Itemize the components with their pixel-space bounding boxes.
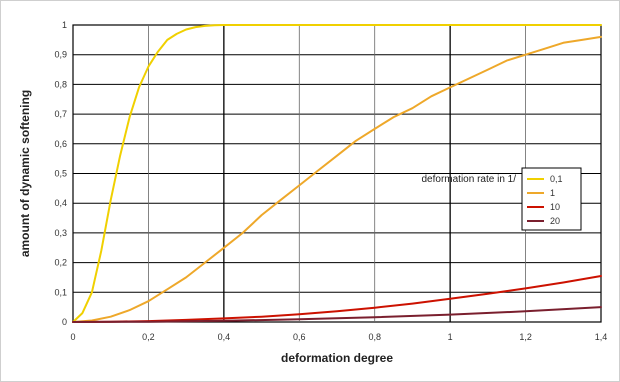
series-line-0 [72,24,602,323]
series-layer [72,24,602,323]
x-tick-label: 1,4 [595,332,608,342]
grid-lines [73,25,601,322]
x-tick-label: 0,6 [293,332,306,342]
x-axis-label: deformation degree [281,351,393,365]
series-line-3 [72,306,602,323]
legend: deformation rate in 1/ 0,1 1 10 20 [422,167,582,231]
y-axis-label: amount of dynamic softening [18,90,32,257]
x-tick-label: 1 [448,332,453,342]
legend-title: deformation rate in 1/ [422,174,517,185]
y-tick-label: 0,2 [54,258,67,268]
legend-label-2: 10 [550,202,560,212]
y-tick-label: 0,5 [54,169,67,179]
series-line-1 [72,35,602,323]
y-tick-label: 0,3 [54,228,67,238]
x-tick-label: 0 [70,332,75,342]
tick-labels: 00,10,20,30,40,50,60,70,80,910 0,2 0,4 0,6 0… [54,20,607,342]
legend-label-3: 20 [550,216,560,226]
x-tick-label: 0,4 [218,332,231,342]
x-tick-label: 1,2 [519,332,532,342]
y-tick-label: 1 [62,20,67,30]
y-tick-label: 0,4 [54,198,67,208]
y-tick-label: 0,6 [54,139,67,149]
y-tick-label: 0,9 [54,50,67,60]
legend-label-1: 1 [550,188,555,198]
legend-label-0: 0,1 [550,174,563,184]
x-tick-label: 0,8 [368,332,381,342]
y-tick-label: 0 [62,317,67,327]
y-tick-label: 0,1 [54,287,67,297]
y-tick-label: 0,7 [54,109,67,119]
x-tick-label: 0,2 [142,332,155,342]
legend-items: 0,1 1 10 20 [527,174,563,226]
y-tick-label: 0,8 [54,79,67,89]
